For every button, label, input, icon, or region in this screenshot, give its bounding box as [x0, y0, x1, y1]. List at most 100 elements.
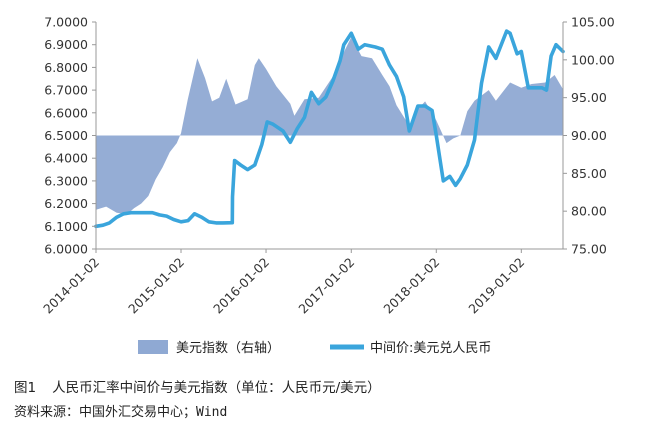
usd-index-point — [371, 58, 373, 60]
usdcny-point — [481, 82, 483, 84]
usdcny-point — [232, 196, 234, 198]
right-tick-label: 95.00 — [571, 90, 607, 105]
left-tick-label: 6.6000 — [44, 105, 88, 120]
x-tick-label: 2016-01-02 — [210, 255, 272, 317]
usd-index-area-fill — [96, 37, 563, 215]
usdcny-point — [527, 87, 529, 89]
usdcny-point — [304, 117, 306, 119]
usdcny-point — [381, 48, 383, 50]
usdcny-point — [173, 219, 175, 221]
usd-index-point — [211, 101, 213, 103]
usdcny-point — [488, 46, 490, 48]
usdcny-point — [180, 221, 182, 223]
usdcny-point — [254, 164, 256, 166]
usdcny-point — [234, 160, 236, 162]
usdcny-point — [201, 216, 203, 218]
usd-index-point — [176, 142, 178, 144]
usdcny-point — [403, 96, 405, 98]
usdcny-point — [506, 30, 508, 32]
usd-index-point — [554, 74, 556, 76]
usd-index-point — [162, 166, 164, 168]
usd-index-point — [105, 206, 107, 208]
x-tick-label: 2014-01-02 — [40, 255, 102, 317]
usd-index-point — [446, 142, 448, 144]
usdcny-point — [152, 212, 154, 214]
usdcny-point — [130, 212, 132, 214]
usdcny-point — [325, 96, 327, 98]
usdcny-point — [474, 139, 476, 141]
usdcny-point — [311, 92, 313, 94]
usdcny-point — [374, 46, 376, 48]
usd-index-point — [275, 86, 277, 88]
usdcny-point — [222, 222, 224, 224]
usd-index-point — [140, 203, 142, 205]
usdcny-point — [495, 58, 497, 60]
usd-index-point — [389, 86, 391, 88]
usdcny-point — [541, 87, 543, 89]
left-tick-label: 6.8000 — [44, 60, 88, 75]
usdcny-point — [516, 53, 518, 55]
usdcny-point — [534, 87, 536, 89]
right-tick-label: 100.00 — [571, 52, 615, 67]
usdcny-line-layer — [94, 29, 565, 229]
usd-index-point — [187, 98, 189, 100]
legend-label-usd-index: 美元指数（右轴） — [176, 341, 280, 356]
usdcny-point — [159, 214, 161, 216]
usd-index-point — [235, 104, 237, 106]
usdcny-point — [215, 222, 217, 224]
usdcny-point — [289, 142, 291, 144]
usdcny-point — [396, 76, 398, 78]
right-tick-label: 85.00 — [571, 166, 607, 181]
left-tick-label: 6.3000 — [44, 173, 88, 188]
usd-index-point — [204, 77, 206, 79]
x-tick-label: 2015-01-02 — [125, 255, 187, 317]
usdcny-point — [137, 212, 139, 214]
usd-index-point — [247, 98, 249, 100]
right-tick-label: 75.00 — [571, 242, 607, 257]
usd-index-point — [318, 97, 320, 99]
usdcny-point — [194, 213, 196, 215]
usdcny-point — [266, 121, 268, 123]
usdcny-point — [332, 80, 334, 82]
usdcny-point — [282, 130, 284, 132]
usdcny-point — [389, 64, 391, 66]
usdcny-point — [431, 110, 433, 112]
usdcny-point — [435, 135, 437, 137]
usd-index-point — [180, 132, 182, 134]
usd-index-point — [396, 104, 398, 106]
usdcny-point — [272, 123, 274, 125]
left-tick-label: 6.5000 — [44, 128, 88, 143]
x-tick-label: 2018-01-02 — [380, 255, 442, 317]
usdcny-point — [247, 169, 249, 171]
usdcny-point — [240, 164, 242, 166]
usd-index-point — [381, 74, 383, 76]
usd-index-point — [218, 97, 220, 99]
usd-index-point — [488, 89, 490, 91]
usdcny-point — [339, 60, 341, 62]
usd-index-point — [148, 195, 150, 197]
usdcny-point — [350, 33, 352, 35]
usd-index-point — [459, 135, 461, 137]
usd-index-point — [265, 68, 267, 70]
usd-index-point — [531, 83, 533, 85]
figure-caption: 图1 人民币汇率中间价与美元指数（单位：人民币元/美元） — [14, 376, 381, 396]
figure-source: 资料来源：中国外汇交易中心；Wind — [14, 405, 228, 420]
left-y-axis-ticks: 7.0000 6.9000 6.8000 6.7000 6.6000 6.5000 6.40… — [44, 15, 96, 257]
usd-index-point — [169, 151, 171, 153]
usdcny-point — [109, 222, 111, 224]
usdcny-point — [208, 221, 210, 223]
usdcny-point — [116, 216, 118, 218]
usdcny-point — [424, 105, 426, 107]
legend: 美元指数（右轴） 中间价:美元兑人民币 — [138, 340, 491, 356]
left-tick-label: 6.7000 — [44, 83, 88, 98]
usdcny-point — [343, 44, 345, 46]
usd-index-point — [133, 207, 135, 209]
usd-index-point — [452, 138, 454, 140]
usd-index-point — [509, 82, 511, 84]
figure-title: 人民币汇率中间价与美元指数（单位：人民币元/美元） — [52, 380, 381, 396]
usdcny-point — [296, 128, 298, 130]
usd-index-point — [254, 64, 256, 66]
figure-number: 图1 — [14, 380, 37, 396]
usd-index-point — [289, 103, 291, 105]
usdcny-point — [555, 44, 557, 46]
